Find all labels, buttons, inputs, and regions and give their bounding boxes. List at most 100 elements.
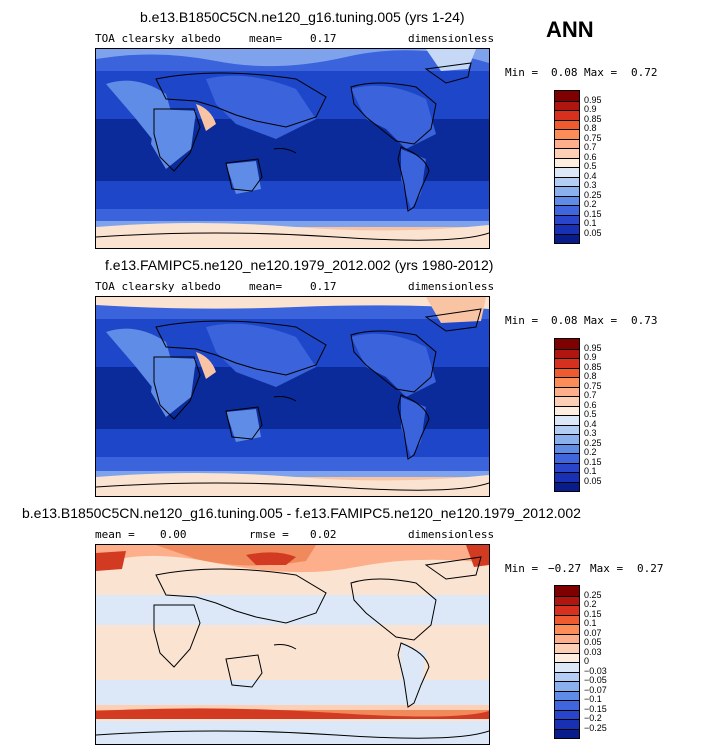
colorbar-segment xyxy=(555,605,579,615)
colorbar-segment xyxy=(555,481,579,491)
panel2-map-svg xyxy=(96,297,489,496)
colorbar-segment xyxy=(555,728,579,738)
panel1-title: b.e13.B1850C5CN.ne120_g16.tuning.005 (yr… xyxy=(140,9,465,25)
panel2-max-label: Max = xyxy=(584,314,618,327)
panel1-min-label: Min = xyxy=(505,66,539,79)
colorbar-tick-label: 0.2 xyxy=(584,199,597,209)
panel2-max-value: 0.73 xyxy=(631,314,658,327)
colorbar-tick-label: 0.5 xyxy=(584,161,597,171)
colorbar-tick-label: 0.4 xyxy=(584,170,597,181)
colorbar-segment xyxy=(555,148,579,158)
panel3-max-value: 0.27 xyxy=(637,562,664,575)
colorbar-segment xyxy=(555,586,579,596)
colorbar-tick-label: 0.85 xyxy=(584,361,602,372)
colorbar-tick-label: 0.9 xyxy=(584,352,597,362)
colorbar-tick-label: 0.85 xyxy=(584,113,602,124)
panel3-mean-label: mean = xyxy=(95,528,135,541)
colorbar-tick-label: 0.95 xyxy=(584,94,602,105)
colorbar-segment xyxy=(555,224,579,234)
panel3-map xyxy=(95,544,490,745)
colorbar-segment xyxy=(555,614,579,624)
panel2-mean-value: 0.17 xyxy=(310,280,337,293)
panel3-colorbar xyxy=(554,585,580,739)
panel3-min-label: Min = xyxy=(505,562,539,575)
colorbar-tick-label: 0.4 xyxy=(584,418,597,429)
colorbar-tick-label: 0.05 xyxy=(584,637,602,647)
colorbar-tick-label: 0.7 xyxy=(584,390,597,400)
colorbar-segment xyxy=(555,719,579,729)
colorbar-segment xyxy=(555,396,579,406)
colorbar-segment xyxy=(555,386,579,396)
panel1-field-label: TOA clearsky albedo xyxy=(95,32,221,45)
colorbar-segment xyxy=(555,367,579,377)
panel1-mean-label: mean= xyxy=(249,32,283,45)
colorbar-segment xyxy=(555,233,579,243)
colorbar-tick-label: 0.6 xyxy=(584,399,597,410)
colorbar-tick-label: 0.3 xyxy=(584,428,597,438)
colorbar-segment xyxy=(555,110,579,120)
panel2-field-label: TOA clearsky albedo xyxy=(95,280,221,293)
colorbar-tick-label: 0.07 xyxy=(584,627,602,638)
season-label: ANN xyxy=(546,17,594,42)
colorbar-segment xyxy=(555,214,579,224)
colorbar-segment xyxy=(555,643,579,653)
panel2-min-value: 0.08 xyxy=(551,314,578,327)
panel2-units: dimensionless xyxy=(408,280,495,293)
colorbar-segment xyxy=(555,633,579,643)
colorbar-segment xyxy=(555,700,579,710)
colorbar-tick-label: 0.6 xyxy=(584,151,597,162)
colorbar-tick-label: 0.95 xyxy=(584,342,602,353)
panel2-title: f.e13.FAMIPC5.ne120_ne120.1979_2012.002 … xyxy=(105,257,494,273)
colorbar-tick-label: 0.1 xyxy=(584,218,597,228)
colorbar-tick-label: 0.2 xyxy=(584,447,597,457)
colorbar-segment xyxy=(555,157,579,167)
panel1-max-value: 0.72 xyxy=(631,66,658,79)
colorbar-tick-label: 0.15 xyxy=(584,456,602,467)
colorbar-segment xyxy=(555,138,579,148)
colorbar-segment xyxy=(555,405,579,415)
colorbar-tick-label: 0.8 xyxy=(584,123,597,133)
panel3-max-label: Max = xyxy=(590,562,624,575)
panel3-map-svg xyxy=(96,545,489,744)
colorbar-segment xyxy=(555,453,579,463)
colorbar-segment xyxy=(555,443,579,453)
colorbar-segment xyxy=(555,348,579,358)
colorbar-segment xyxy=(555,462,579,472)
panel1-mean-value: 0.17 xyxy=(310,32,337,45)
colorbar-segment xyxy=(555,100,579,110)
colorbar-segment xyxy=(555,119,579,129)
colorbar-segment xyxy=(555,176,579,186)
colorbar-tick-label: 0.8 xyxy=(584,371,597,381)
colorbar-tick-label: 0.3 xyxy=(584,180,597,190)
colorbar-tick-label: 0.1 xyxy=(584,466,597,476)
colorbar-segment xyxy=(555,595,579,605)
colorbar-segment xyxy=(555,652,579,662)
colorbar-segment xyxy=(555,681,579,691)
colorbar-segment xyxy=(555,690,579,700)
panel3-rmse-value: 0.02 xyxy=(310,528,337,541)
colorbar-tick-label: −0.2 xyxy=(584,713,602,723)
panel1-max-label: Max = xyxy=(584,66,618,79)
colorbar-segment xyxy=(555,472,579,482)
panel3-rmse-label: rmse = xyxy=(249,528,289,541)
colorbar-tick-label: −0.03 xyxy=(584,665,607,676)
colorbar-segment xyxy=(555,339,579,349)
colorbar-segment xyxy=(555,424,579,434)
colorbar-segment xyxy=(555,434,579,444)
colorbar-tick-label: −0.25 xyxy=(584,722,607,733)
colorbar-tick-label: 0.9 xyxy=(584,104,597,114)
colorbar-tick-label: 0 xyxy=(584,656,590,666)
colorbar-tick-label: 0.05 xyxy=(584,227,602,238)
panel2-mean-label: mean= xyxy=(249,280,283,293)
colorbar-tick-label: −0.05 xyxy=(584,675,607,685)
colorbar-tick-label: 0.25 xyxy=(584,589,602,600)
colorbar-segment xyxy=(555,91,579,101)
colorbar-tick-label: 0.75 xyxy=(584,132,602,143)
colorbar-tick-label: 0.2 xyxy=(584,599,597,609)
colorbar-segment xyxy=(555,167,579,177)
colorbar-tick-label: 0.25 xyxy=(584,189,602,200)
panel1-map-svg xyxy=(96,49,489,248)
colorbar-tick-label: 0.7 xyxy=(584,142,597,152)
colorbar-tick-label: 0.15 xyxy=(584,208,602,219)
panel1-min-value: 0.08 xyxy=(551,66,578,79)
